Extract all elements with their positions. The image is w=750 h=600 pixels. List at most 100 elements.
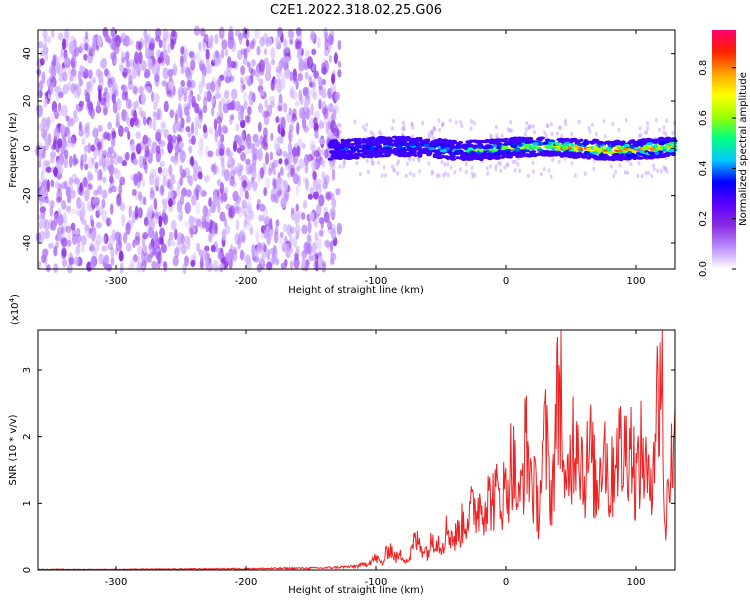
spectrogram-cell bbox=[259, 256, 265, 265]
spectrogram-cell bbox=[214, 130, 219, 143]
spectrogram-cell bbox=[183, 48, 189, 58]
spectrogram-cell bbox=[645, 130, 649, 135]
spectrogram-cell bbox=[334, 91, 340, 101]
spectrogram-cell bbox=[266, 104, 273, 118]
spectrogram-cell bbox=[269, 248, 276, 255]
spectrogram-cell bbox=[189, 227, 194, 239]
spectrogram-cell bbox=[88, 173, 94, 181]
spectrogram-cell bbox=[216, 179, 222, 186]
spectrogram-cell bbox=[102, 104, 108, 117]
spectrogram-cell bbox=[514, 159, 518, 165]
spectrogram-cell bbox=[181, 187, 188, 197]
spectrogram-cell bbox=[472, 144, 478, 149]
spectrogram-cell bbox=[337, 60, 342, 68]
spectrogram-cell bbox=[463, 146, 469, 150]
spectrogram-cell bbox=[583, 171, 587, 176]
spectrogram-cell bbox=[321, 177, 328, 185]
spectrogram-cell bbox=[316, 37, 321, 49]
spectrogram-cell bbox=[247, 223, 254, 232]
spectrogram-cell bbox=[145, 35, 150, 43]
spectrogram-cell bbox=[206, 208, 211, 217]
spectrogram-cell bbox=[182, 60, 189, 74]
spectrogram-cell bbox=[269, 227, 273, 240]
spectrogram-cell bbox=[390, 126, 394, 131]
spectrogram-cell bbox=[152, 246, 156, 256]
spectrogram-cell bbox=[103, 107, 108, 115]
spectrogram-cell bbox=[329, 207, 336, 219]
spectrogram-cell bbox=[292, 236, 298, 248]
spectrogram-cell bbox=[329, 35, 334, 46]
spectrogram-cell bbox=[58, 224, 65, 232]
spectrogram-cell bbox=[640, 173, 644, 179]
spectrogram-cell bbox=[123, 126, 130, 133]
spectrogram-cell bbox=[619, 156, 627, 160]
spectrogram-cell bbox=[576, 142, 584, 146]
spectrogram-cell bbox=[282, 56, 288, 69]
spectrogram-cell bbox=[502, 153, 509, 157]
spectrogram-cell bbox=[110, 154, 114, 167]
spectrogram-cell bbox=[353, 119, 357, 125]
spectrogram-cell bbox=[644, 170, 648, 176]
spectrogram-cell bbox=[191, 194, 197, 206]
spectrogram-cell bbox=[135, 64, 140, 74]
spectrogram-cell bbox=[390, 164, 394, 169]
spectrogram-cell bbox=[60, 143, 66, 155]
spectrogram-cell bbox=[326, 121, 330, 129]
spectrogram-cell bbox=[292, 74, 297, 84]
spectrogram-cell bbox=[194, 51, 201, 62]
spectrogram-cell bbox=[293, 211, 301, 224]
spectrogram-cell bbox=[329, 161, 333, 166]
spectrogram-cell bbox=[252, 153, 257, 166]
spectrogram-cell bbox=[159, 148, 165, 156]
spectrogram-cell bbox=[131, 188, 137, 197]
spectrogram-cell bbox=[336, 152, 342, 156]
spectrogram-cell bbox=[604, 140, 610, 145]
spectrogram-cell bbox=[464, 162, 468, 167]
spectrogram-cell bbox=[205, 58, 210, 67]
spectrogram-cell bbox=[259, 36, 265, 48]
spectrogram-cell bbox=[71, 208, 77, 215]
spectrogram-cell bbox=[513, 168, 517, 173]
spectrogram-cell bbox=[217, 76, 222, 88]
spectrogram-cell bbox=[176, 241, 181, 252]
spectrogram-cell bbox=[279, 231, 284, 238]
spectrogram-cell bbox=[331, 198, 337, 209]
spectrogram-cell bbox=[232, 249, 237, 262]
spectrogram-cell bbox=[141, 244, 148, 256]
spectrogram-cell bbox=[189, 226, 196, 234]
spectrogram-cell bbox=[157, 56, 162, 64]
spectrogram-cell bbox=[630, 145, 635, 149]
spectrogram-cell bbox=[57, 208, 62, 217]
spectrogram-cell bbox=[63, 219, 68, 232]
spectrogram-cell bbox=[62, 38, 66, 51]
spectrogram-cell bbox=[337, 39, 342, 51]
spectrogram-cell bbox=[216, 116, 222, 125]
spectrogram-cell bbox=[320, 159, 326, 168]
spectrogram-cell bbox=[177, 120, 183, 132]
spectrogram-cell bbox=[53, 213, 59, 227]
spectrogram-cell bbox=[180, 117, 185, 129]
spectrogram-cell bbox=[423, 147, 429, 152]
spectrogram-cell bbox=[243, 91, 248, 102]
spectrogram-cell bbox=[215, 50, 220, 59]
spectrogram-cell bbox=[618, 163, 622, 168]
spectrogram-cell bbox=[190, 54, 196, 61]
snr-x-tick-label: 0 bbox=[503, 577, 509, 588]
spectrogram-cell bbox=[137, 245, 143, 256]
spectrogram-cell bbox=[276, 68, 282, 79]
spectrogram-cell bbox=[289, 226, 295, 235]
spectrogram-cell bbox=[392, 147, 398, 152]
spectrogram-cell bbox=[244, 115, 250, 123]
spectrogram-cell bbox=[234, 206, 240, 214]
spectrogram-cell bbox=[197, 171, 203, 180]
snr-x-tick-label: -300 bbox=[105, 577, 128, 588]
spectrogram-cell bbox=[193, 163, 199, 173]
spectrogram-cell bbox=[227, 56, 232, 68]
spectrogram-cell bbox=[259, 203, 266, 212]
spectrogram-cell bbox=[145, 47, 151, 60]
spectrogram-cell bbox=[368, 155, 374, 159]
spectrogram-cell bbox=[240, 65, 246, 76]
spectrogram-cell bbox=[304, 262, 309, 272]
spectrogram-cell bbox=[275, 66, 282, 73]
spectrogram-cell bbox=[82, 72, 88, 79]
